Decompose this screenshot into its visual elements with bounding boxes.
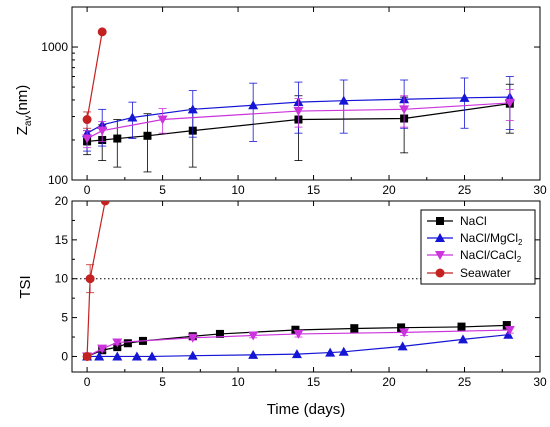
bottom-nacl-mgcl2-point xyxy=(94,351,105,361)
bottom-axis-ticks: 0 5 10 15 20 25 30 0 5 10 15 20 xyxy=(55,194,547,389)
bottom-y-tick-label: 5 xyxy=(61,311,68,325)
top-plot-frame xyxy=(71,6,541,181)
legend-label-nacl-cacl2-main: NaCl/CaCl xyxy=(460,248,517,262)
top-nacl-cacl2-point xyxy=(399,105,410,115)
bottom-nacl-cacl2-point xyxy=(504,326,515,336)
top-nacl-cacl2-point xyxy=(157,115,168,125)
top-nacl-point xyxy=(143,131,152,140)
top-nacl-mgcl2-point xyxy=(187,104,198,114)
bottom-x-tick-label: 20 xyxy=(382,375,396,389)
bottom-nacl-mgcl2-point xyxy=(147,351,158,361)
top-y-axis-label-sub: av xyxy=(23,116,34,127)
bottom-seawater-point xyxy=(100,201,110,206)
top-nacl-mgcl2-point xyxy=(338,95,349,105)
bottom-x-tick-label: 0 xyxy=(84,375,91,389)
top-nacl-mgcl2-line xyxy=(86,96,510,134)
top-seawater-point xyxy=(97,27,107,37)
top-y-axis-label: Zav(nm) xyxy=(14,85,34,136)
bottom-nacl-cacl2-point xyxy=(293,329,304,339)
top-nacl-cacl2-point xyxy=(504,98,515,108)
legend-symbols xyxy=(427,217,453,278)
bottom-nacl-mgcl2-point xyxy=(112,351,123,361)
bottom-x-tick-label: 15 xyxy=(307,375,321,389)
legend-nacl-cacl2-marker xyxy=(435,251,445,260)
legend-label-nacl-mgcl2-sub: 2 xyxy=(518,238,523,247)
bottom-x-tick-label: 25 xyxy=(458,375,472,389)
bottom-nacl-mgcl2-point xyxy=(458,334,469,344)
bottom-nacl-mgcl2-point xyxy=(291,349,302,359)
top-y-axis-label-main: Z xyxy=(14,126,31,135)
bottom-panel: 0 5 10 15 20 25 30 0 5 10 15 20 TSI Time (days) xyxy=(17,194,547,418)
top-nacl-mgcl2-point xyxy=(127,112,138,122)
top-x-tick-label: 25 xyxy=(458,183,472,197)
bottom-seawater-point xyxy=(85,274,95,284)
bottom-x-tick-label: 30 xyxy=(533,375,547,389)
top-x-tick-label: 30 xyxy=(533,183,547,197)
bottom-y-tick-label: 10 xyxy=(55,272,69,286)
top-x-tick-label: 5 xyxy=(159,183,166,197)
legend-label-nacl-mgcl2: NaCl/MgCl2 xyxy=(460,231,523,247)
bottom-x-tick-label: 10 xyxy=(231,375,245,389)
top-nacl-mgcl2-point xyxy=(459,92,470,102)
bottom-nacl-cacl2-point xyxy=(97,344,108,354)
bottom-nacl-mgcl2-point xyxy=(131,351,142,361)
legend-seawater-marker xyxy=(435,268,445,278)
top-x-tick-label: 20 xyxy=(382,183,396,197)
bottom-y-tick-label: 0 xyxy=(61,349,68,363)
legend-label-nacl-main: NaCl xyxy=(460,214,487,228)
top-y-tick-label: 1000 xyxy=(41,40,68,54)
bottom-seawater-point xyxy=(82,351,92,361)
bottom-series-group xyxy=(82,201,515,362)
bottom-y-tick-label: 20 xyxy=(55,194,69,208)
legend-label-seawater-main: Seawater xyxy=(460,266,511,280)
bottom-nacl-mgcl2-point xyxy=(187,350,198,360)
bottom-y-tick-label: 15 xyxy=(55,233,69,247)
bottom-nacl-cacl2-point xyxy=(248,331,259,341)
top-series-group xyxy=(82,27,515,173)
top-seawater-point xyxy=(82,115,92,125)
top-nacl-mgcl2-point xyxy=(248,100,259,110)
legend: NaCl NaCl/MgCl2 NaCl/CaCl2 Seawater xyxy=(420,209,536,285)
top-nacl-cacl2-point xyxy=(82,134,93,144)
bottom-nacl-mgcl2-point xyxy=(248,349,259,359)
bottom-nacl-mgcl2-point xyxy=(503,329,514,339)
top-nacl-cacl2-line xyxy=(86,102,510,140)
bottom-nacl-point xyxy=(215,329,224,338)
top-nacl-cacl2-point xyxy=(97,126,108,136)
bottom-nacl-point xyxy=(502,321,511,330)
x-axis-label: Time (days) xyxy=(267,401,346,418)
top-x-tick-label: 10 xyxy=(231,183,245,197)
top-nacl-cacl2-point xyxy=(293,107,304,117)
top-x-tick-label: 0 xyxy=(84,183,91,197)
legend-nacl-marker xyxy=(436,217,444,225)
bottom-nacl-cacl2-point xyxy=(399,328,410,338)
top-nacl-point xyxy=(113,134,122,143)
top-y-axis-label-unit: (nm) xyxy=(14,85,31,116)
bottom-y-axis-label: TSI xyxy=(17,275,34,298)
bottom-nacl-point xyxy=(397,323,406,332)
legend-label-nacl-mgcl2-main: NaCl/MgCl xyxy=(460,231,518,245)
bottom-x-tick-label: 5 xyxy=(159,375,166,389)
legend-label-nacl-cacl2: NaCl/CaCl2 xyxy=(460,248,522,264)
top-panel: 0 5 10 15 20 25 30 100 1000 Zav(nm) xyxy=(14,6,547,197)
bottom-nacl-cacl2-point xyxy=(187,333,198,343)
bottom-nacl-cacl2-point xyxy=(112,338,123,348)
bottom-plot-frame xyxy=(71,200,541,373)
bottom-nacl-mgcl2-point xyxy=(338,346,349,356)
legend-label-nacl: NaCl xyxy=(460,214,487,228)
bottom-nacl-mgcl2-point xyxy=(325,347,336,357)
top-seawater-line xyxy=(86,31,103,120)
top-axis-ticks: 0 5 10 15 20 25 30 100 1000 xyxy=(41,6,547,197)
bottom-nacl-mgcl2-point xyxy=(397,341,408,351)
legend-nacl-mgcl2-marker xyxy=(435,233,445,242)
legend-label-seawater: Seawater xyxy=(460,266,511,280)
bottom-nacl-point xyxy=(457,322,466,331)
top-x-tick-label: 15 xyxy=(307,183,321,197)
bottom-nacl-point xyxy=(350,324,359,333)
bottom-nacl-point xyxy=(123,339,132,348)
top-y-tick-label: 100 xyxy=(48,173,68,187)
legend-label-nacl-cacl2-sub: 2 xyxy=(517,255,522,264)
